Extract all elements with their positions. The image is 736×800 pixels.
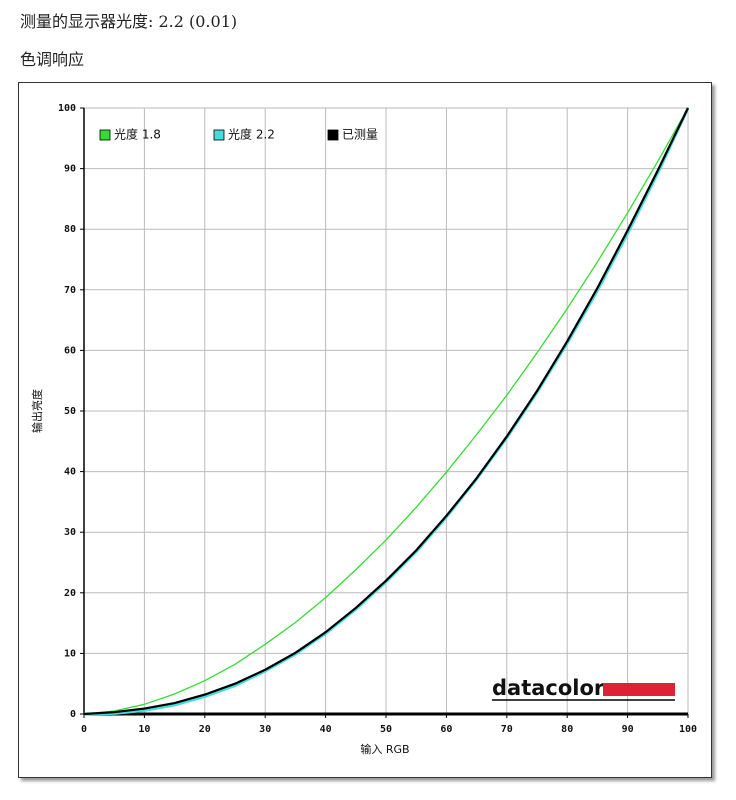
legend-label: 已测量 xyxy=(342,128,378,142)
x-tick-label: 0 xyxy=(81,724,87,735)
series-line xyxy=(83,107,689,715)
header-title: 测量的显示器光度: 2.2 (0.01) xyxy=(20,12,238,31)
legend-label: 光度 1.8 xyxy=(114,127,161,142)
series-line xyxy=(83,107,689,716)
header-subtitle: 色调响应 xyxy=(20,50,85,69)
y-tick-label: 60 xyxy=(64,345,76,356)
y-tick-label: 20 xyxy=(64,588,76,599)
x-tick-label: 20 xyxy=(199,724,211,735)
y-tick-label: 0 xyxy=(70,709,76,720)
x-tick-label: 60 xyxy=(440,724,452,735)
x-tick-label: 80 xyxy=(561,724,573,735)
y-tick-label: 30 xyxy=(64,527,76,538)
y-tick-label: 70 xyxy=(64,285,76,296)
x-tick-label: 10 xyxy=(138,724,150,735)
y-axis-label: 输出亮度 xyxy=(30,389,44,433)
x-axis-label: 输入 RGB xyxy=(360,742,409,756)
y-tick-label: 50 xyxy=(64,406,76,417)
legend-swatch xyxy=(213,129,225,141)
y-tick-label: 80 xyxy=(64,224,76,235)
legend-swatch xyxy=(99,129,111,141)
legend-label: 光度 2.2 xyxy=(228,127,275,142)
y-tick-label: 40 xyxy=(64,467,76,478)
x-tick-label: 90 xyxy=(622,724,634,735)
x-tick-label: 50 xyxy=(380,724,392,735)
y-tick-label: 90 xyxy=(64,164,76,175)
y-tick-label: 10 xyxy=(64,648,76,659)
logo-bar xyxy=(603,683,675,696)
y-tick-label: 100 xyxy=(58,103,76,114)
x-tick-label: 70 xyxy=(501,724,513,735)
x-tick-label: 30 xyxy=(259,724,271,735)
x-tick-label: 100 xyxy=(679,724,697,735)
logo: datacolor xyxy=(492,676,605,700)
x-tick-label: 40 xyxy=(320,724,332,735)
legend-swatch xyxy=(327,129,339,141)
